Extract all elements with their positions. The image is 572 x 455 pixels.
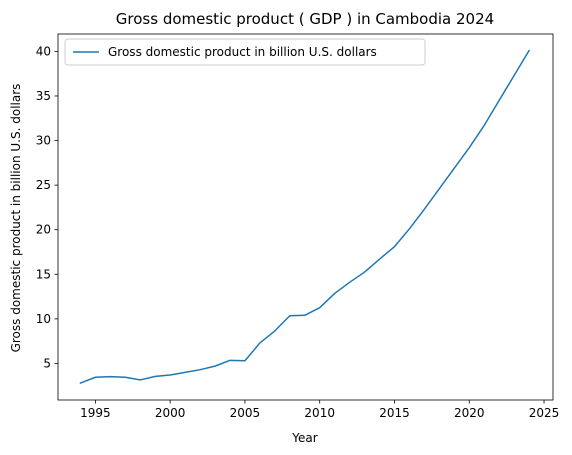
y-tick-label: 10 <box>36 312 51 326</box>
plot-area: 1995 2000 2005 2010 2015 2020 2025510152025303… <box>36 33 560 420</box>
y-axis-label: Gross domestic product in billion U.S. d… <box>9 84 23 353</box>
axes-frame <box>57 33 554 401</box>
x-tick-label: 2000 <box>155 406 186 420</box>
x-tick-label: 2005 <box>230 406 261 420</box>
y-tick-label: 30 <box>36 134 51 148</box>
y-tick-label: 25 <box>36 178 51 192</box>
y-tick-label: 35 <box>36 89 51 103</box>
x-tick-label: 2010 <box>304 406 335 420</box>
chart-title: Gross domestic product ( GDP ) in Cambod… <box>116 10 494 28</box>
x-tick-label: 2015 <box>379 406 410 420</box>
y-tick-label: 15 <box>36 267 51 281</box>
y-tick-label: 5 <box>43 356 51 370</box>
legend: Gross domestic product in billion U.S. d… <box>64 38 426 66</box>
x-tick-label: 2025 <box>529 406 560 420</box>
legend-label: Gross domestic product in billion U.S. d… <box>108 45 377 59</box>
y-tick-label: 20 <box>36 223 51 237</box>
legend-box <box>64 38 426 66</box>
x-axis-label: Year <box>291 431 317 445</box>
series-line-0 <box>79 49 530 384</box>
x-tick-label: 1995 <box>80 406 111 420</box>
x-tick-label: 2020 <box>454 406 485 420</box>
y-tick-label: 40 <box>36 44 51 58</box>
